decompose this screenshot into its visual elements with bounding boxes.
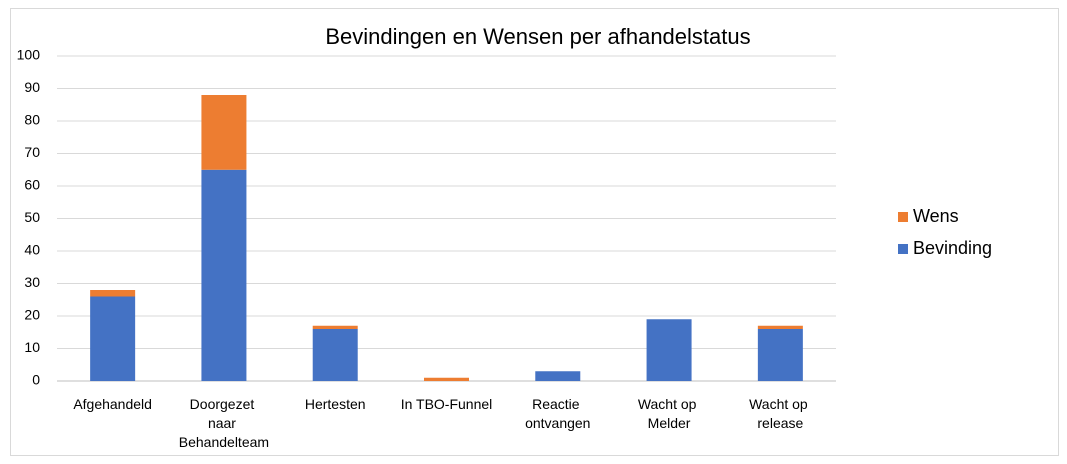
x-tick-label: Reactie ontvangen bbox=[525, 396, 590, 431]
bar-segment bbox=[312, 329, 358, 381]
chart-title: Bevindingen en Wensen per afhandelstatus bbox=[325, 24, 750, 49]
legend-label: Wens bbox=[913, 206, 959, 226]
y-tick-label: 40 bbox=[24, 242, 40, 258]
legend-label: Bevinding bbox=[913, 238, 992, 258]
x-tick-label: In TBO-Funnel bbox=[401, 396, 493, 412]
y-tick-label: 100 bbox=[17, 47, 41, 63]
bar-segment bbox=[312, 325, 358, 329]
chart-border bbox=[10, 8, 1059, 456]
x-tick-label: Hertesten bbox=[305, 396, 366, 412]
y-tick-label: 70 bbox=[24, 144, 40, 160]
legend-swatch bbox=[898, 244, 908, 254]
x-tick-label: Wacht op release bbox=[749, 396, 812, 431]
y-tick-label: 0 bbox=[32, 372, 40, 388]
x-tick-label: Doorgezet naar Behandelteam bbox=[179, 396, 269, 450]
bar-segment bbox=[535, 371, 581, 381]
y-tick-label: 90 bbox=[24, 79, 40, 95]
y-tick-label: 80 bbox=[24, 112, 40, 128]
bar-segment bbox=[90, 290, 136, 297]
y-tick-label: 30 bbox=[24, 274, 40, 290]
bar-segment bbox=[646, 319, 692, 381]
bar-segment bbox=[757, 325, 803, 329]
y-tick-label: 50 bbox=[24, 209, 40, 225]
bar-segment bbox=[757, 329, 803, 381]
bar-segment bbox=[201, 169, 247, 381]
x-tick-label: Afgehandeld bbox=[73, 396, 152, 412]
bar-segment bbox=[201, 95, 247, 170]
y-tick-label: 60 bbox=[24, 177, 40, 193]
legend-swatch bbox=[898, 212, 908, 222]
y-tick-label: 10 bbox=[24, 339, 40, 355]
x-tick-label: Wacht op Melder bbox=[638, 396, 701, 431]
bar-segment bbox=[424, 377, 469, 381]
bar-segment bbox=[90, 296, 136, 381]
y-tick-label: 20 bbox=[24, 307, 40, 323]
